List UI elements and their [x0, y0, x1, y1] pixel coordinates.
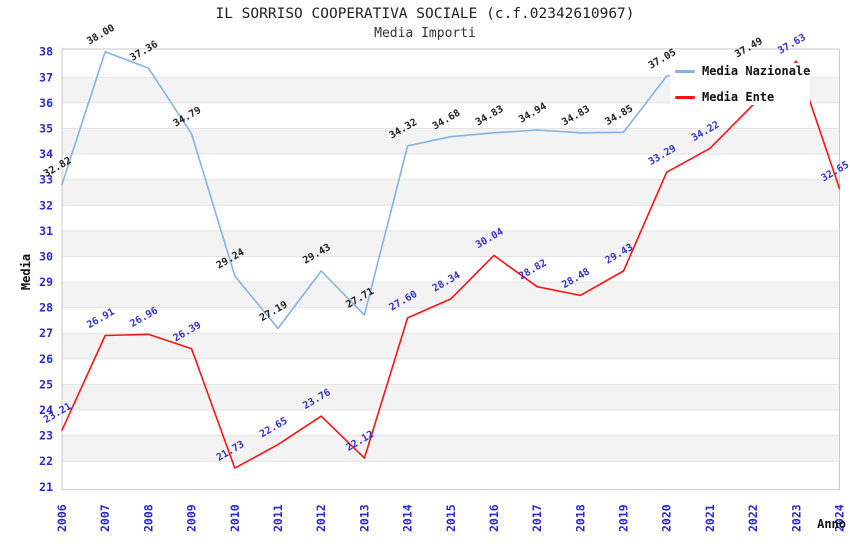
svg-text:34.79: 34.79: [172, 105, 204, 130]
svg-text:38: 38: [39, 45, 53, 59]
svg-text:2013: 2013: [357, 504, 371, 532]
svg-text:26.91: 26.91: [85, 307, 117, 332]
svg-text:34.83: 34.83: [474, 104, 506, 129]
svg-text:37: 37: [39, 70, 53, 84]
legend-item-media-nazionale: Media Nazionale: [670, 64, 810, 78]
series-line-media-nazionale: [61, 50, 754, 330]
x-axis-ticks: 2006 2007 2008 2009 2010 2011 2012 2013 2014 2015…: [55, 504, 847, 532]
svg-text:2017: 2017: [530, 504, 544, 532]
svg-text:2016: 2016: [487, 504, 501, 532]
legend-item-media-ente: Media Ente: [670, 90, 810, 104]
svg-text:26.96: 26.96: [128, 305, 160, 330]
svg-text:2011: 2011: [271, 504, 285, 532]
svg-text:21: 21: [39, 480, 53, 494]
svg-text:2019: 2019: [617, 504, 631, 532]
svg-text:2008: 2008: [141, 504, 155, 532]
svg-text:2007: 2007: [98, 504, 112, 532]
grid-bands: [62, 77, 840, 462]
svg-text:2006: 2006: [55, 504, 69, 532]
svg-text:30: 30: [39, 249, 53, 263]
legend-label-media-ente: Media Ente: [702, 90, 775, 104]
svg-text:2018: 2018: [573, 504, 587, 532]
series-labels-media-nazionale: 32.8238.0037.3634.7929.2427.1929.4327.71…: [42, 23, 765, 324]
svg-text:34.94: 34.94: [517, 101, 549, 126]
media-nazionale-line-swatch: [675, 69, 695, 73]
svg-text:37.36: 37.36: [128, 39, 160, 64]
svg-text:34: 34: [39, 147, 53, 161]
svg-text:2012: 2012: [314, 504, 328, 532]
svg-text:2020: 2020: [660, 504, 674, 532]
y-axis-title: Media: [19, 254, 33, 290]
svg-text:28: 28: [39, 301, 53, 315]
svg-text:2014: 2014: [401, 504, 415, 532]
media-ente-line-swatch: [675, 95, 695, 99]
svg-text:2023: 2023: [789, 504, 803, 532]
svg-text:34.83: 34.83: [560, 104, 592, 129]
svg-text:35: 35: [39, 121, 53, 135]
svg-text:28.82: 28.82: [517, 258, 549, 283]
svg-text:2022: 2022: [746, 504, 760, 532]
svg-text:26: 26: [39, 352, 53, 366]
svg-text:27: 27: [39, 326, 53, 340]
x-axis-title: Anno: [817, 517, 846, 531]
svg-text:24: 24: [39, 403, 53, 417]
svg-text:2010: 2010: [228, 504, 242, 532]
svg-text:33: 33: [39, 173, 53, 187]
svg-text:2021: 2021: [703, 504, 717, 532]
legend: Media Nazionale Media Ente: [670, 63, 810, 105]
svg-text:22: 22: [39, 454, 53, 468]
svg-text:31: 31: [39, 224, 53, 238]
chart-title: IL SORRISO COOPERATIVA SOCIALE (c.f.0234…: [215, 6, 635, 22]
legend-label-media-nazionale: Media Nazionale: [702, 64, 811, 78]
series-line-media-ente: [61, 60, 841, 469]
chart-subtitle: Media Importi: [374, 26, 476, 41]
svg-text:23: 23: [39, 429, 53, 443]
svg-text:25: 25: [39, 377, 53, 391]
svg-text:2009: 2009: [185, 504, 199, 532]
y-axis-ticks: 21 22 23 24 25 26 27 28 29 30 31 32 33 34 35 36 37 38: [39, 45, 53, 494]
svg-text:2015: 2015: [444, 504, 458, 532]
svg-text:29: 29: [39, 275, 53, 289]
plot-border: [61, 48, 840, 490]
svg-text:2024: 2024: [833, 504, 847, 532]
svg-text:36: 36: [39, 96, 53, 110]
svg-text:32: 32: [39, 198, 53, 212]
